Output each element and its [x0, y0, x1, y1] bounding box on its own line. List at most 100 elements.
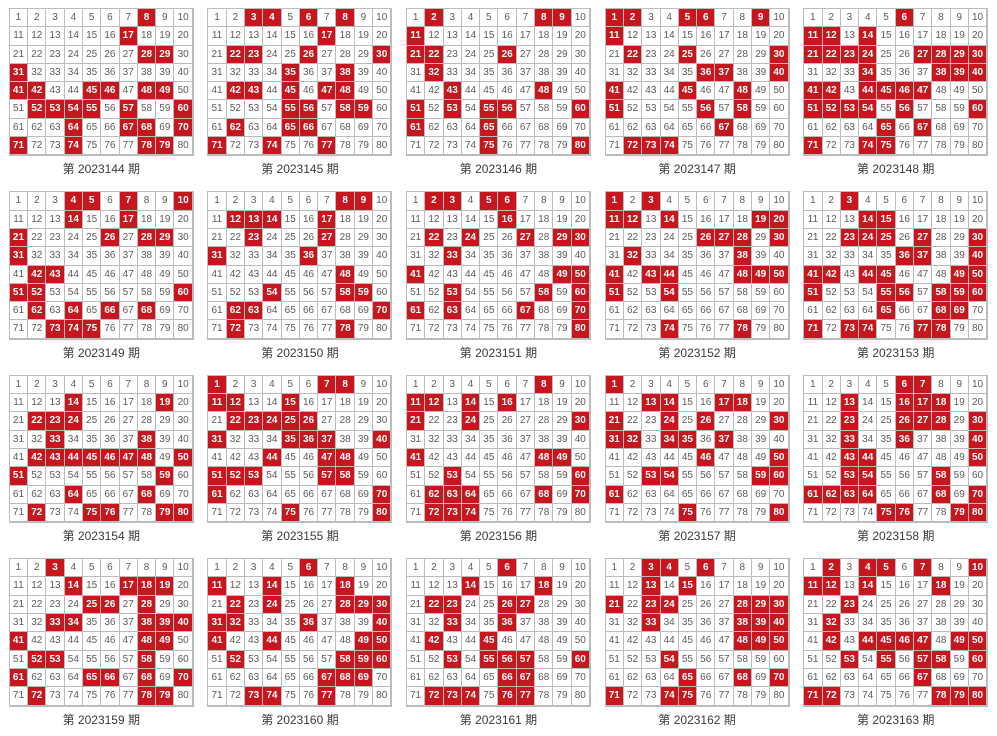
number-cell: 7 — [914, 192, 932, 210]
number-cell: 49 — [355, 449, 373, 467]
number-cell: 47 — [318, 632, 336, 650]
number-cell: 78 — [138, 687, 156, 705]
number-cell: 6 — [498, 9, 516, 27]
number-cell: 36 — [101, 614, 119, 632]
lottery-panel: 1234567891011121314151617181920212223242… — [802, 191, 989, 360]
number-cell: 34 — [263, 614, 281, 632]
number-cell: 51 — [10, 100, 28, 118]
number-cell: 29 — [355, 229, 373, 247]
number-cell: 80 — [174, 320, 192, 338]
number-cell: 54 — [661, 100, 679, 118]
number-cell: 63 — [642, 119, 660, 137]
number-cell: 52 — [823, 651, 841, 669]
number-cell: 53 — [642, 651, 660, 669]
number-cell: 73 — [841, 504, 859, 522]
number-cell: 75 — [282, 137, 300, 155]
number-grid: 1234567891011121314151617181920212223242… — [803, 8, 988, 156]
number-cell: 53 — [245, 284, 263, 302]
number-cell: 38 — [138, 614, 156, 632]
number-cell: 73 — [245, 687, 263, 705]
number-cell: 39 — [156, 247, 174, 265]
number-cell: 61 — [10, 669, 28, 687]
lottery-panel: 1234567891011121314151617181920212223242… — [8, 191, 195, 360]
number-cell: 41 — [208, 632, 226, 650]
number-cell: 24 — [65, 412, 83, 430]
number-cell: 28 — [336, 596, 354, 614]
number-cell: 32 — [227, 431, 245, 449]
number-cell: 28 — [932, 596, 950, 614]
number-cell: 56 — [300, 284, 318, 302]
number-cell: 39 — [752, 431, 770, 449]
number-cell: 79 — [553, 320, 571, 338]
number-cell: 15 — [83, 27, 101, 45]
number-cell: 76 — [498, 687, 516, 705]
number-cell: 47 — [715, 632, 733, 650]
number-cell: 55 — [480, 100, 498, 118]
number-cell: 21 — [804, 596, 822, 614]
number-cell: 75 — [480, 687, 498, 705]
number-cell: 76 — [101, 137, 119, 155]
number-cell: 56 — [896, 284, 914, 302]
number-cell: 45 — [877, 266, 895, 284]
number-cell: 16 — [101, 27, 119, 45]
number-cell: 79 — [156, 687, 174, 705]
number-cell: 16 — [498, 577, 516, 595]
number-cell: 53 — [46, 100, 64, 118]
number-cell: 27 — [715, 412, 733, 430]
number-cell: 15 — [679, 577, 697, 595]
number-cell: 51 — [208, 651, 226, 669]
number-cell: 66 — [896, 302, 914, 320]
number-cell: 15 — [877, 577, 895, 595]
number-cell: 62 — [227, 669, 245, 687]
number-cell: 38 — [932, 247, 950, 265]
number-cell: 16 — [101, 577, 119, 595]
number-cell: 74 — [661, 137, 679, 155]
number-cell: 56 — [896, 651, 914, 669]
number-cell: 70 — [572, 119, 590, 137]
number-cell: 1 — [606, 192, 624, 210]
number-cell: 13 — [245, 394, 263, 412]
number-cell: 9 — [951, 9, 969, 27]
number-cell: 35 — [877, 614, 895, 632]
number-cell: 40 — [572, 247, 590, 265]
number-cell: 78 — [734, 320, 752, 338]
number-cell: 29 — [752, 596, 770, 614]
number-cell: 51 — [606, 467, 624, 485]
number-cell: 12 — [425, 577, 443, 595]
number-cell: 42 — [624, 449, 642, 467]
number-cell: 71 — [10, 137, 28, 155]
number-cell: 68 — [734, 669, 752, 687]
number-cell: 12 — [823, 394, 841, 412]
number-cell: 24 — [65, 229, 83, 247]
lottery-panel: 1234567891011121314151617181920212223242… — [405, 191, 592, 360]
number-cell: 64 — [462, 669, 480, 687]
number-cell: 54 — [462, 467, 480, 485]
number-cell: 14 — [263, 211, 281, 229]
number-cell: 23 — [642, 412, 660, 430]
number-cell: 32 — [227, 614, 245, 632]
number-cell: 13 — [245, 211, 263, 229]
number-cell: 41 — [407, 449, 425, 467]
number-cell: 22 — [823, 596, 841, 614]
number-cell: 17 — [715, 211, 733, 229]
number-cell: 58 — [932, 284, 950, 302]
number-cell: 25 — [83, 46, 101, 64]
number-cell: 54 — [65, 651, 83, 669]
number-cell: 69 — [752, 302, 770, 320]
number-cell: 41 — [804, 266, 822, 284]
number-cell: 44 — [65, 266, 83, 284]
number-cell: 78 — [535, 687, 553, 705]
number-cell: 38 — [138, 247, 156, 265]
number-cell: 13 — [841, 211, 859, 229]
number-grid: 1234567891011121314151617181920212223242… — [207, 375, 392, 523]
number-cell: 7 — [715, 376, 733, 394]
number-cell: 33 — [841, 614, 859, 632]
number-cell: 11 — [804, 211, 822, 229]
number-cell: 76 — [498, 137, 516, 155]
number-cell: 45 — [83, 82, 101, 100]
number-cell: 73 — [841, 137, 859, 155]
number-cell: 45 — [480, 82, 498, 100]
number-cell: 1 — [407, 192, 425, 210]
number-cell: 41 — [606, 632, 624, 650]
number-cell: 44 — [661, 449, 679, 467]
